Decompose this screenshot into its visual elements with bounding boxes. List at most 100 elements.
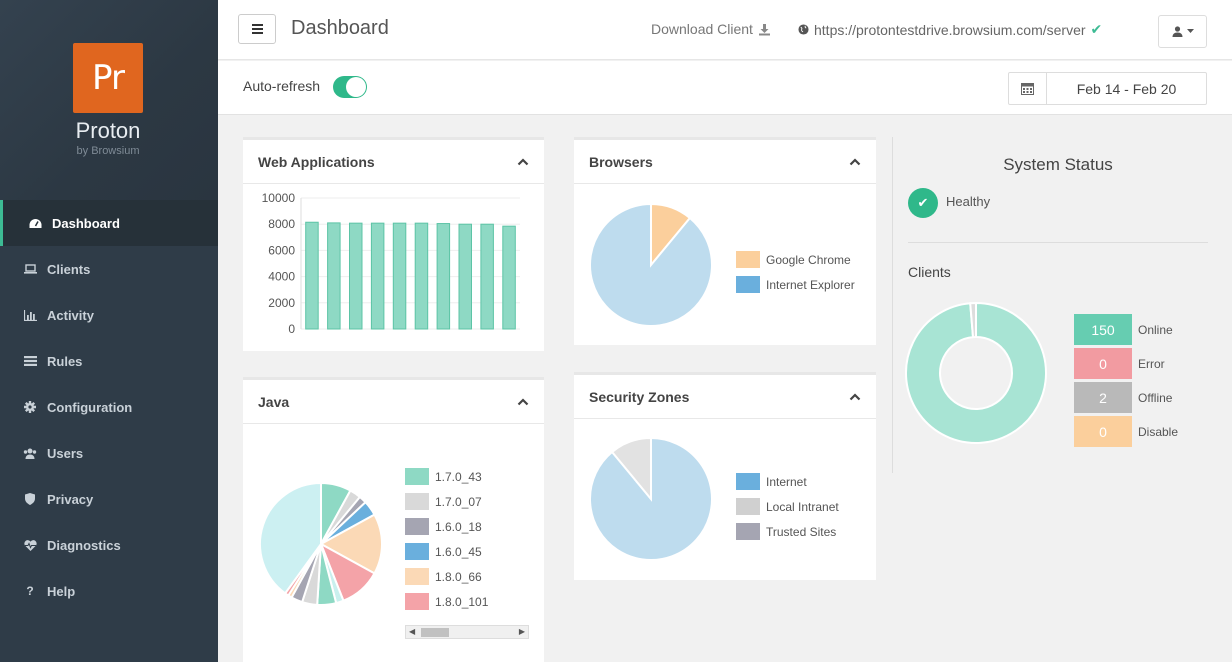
- browsers-pie-chart: [589, 202, 713, 327]
- sidebar-item-activity[interactable]: Activity: [0, 292, 218, 338]
- sidebar: Pr Proton by Browsium Dashboard Clients Ac…: [0, 0, 218, 662]
- legend-item[interactable]: 1.7.0_07: [405, 489, 488, 514]
- gear-icon: [22, 401, 38, 413]
- server-link[interactable]: https://protontestdrive.browsium.com/ser…: [798, 21, 1102, 38]
- legend-item[interactable]: Internet: [736, 469, 839, 494]
- sidebar-item-rules[interactable]: Rules: [0, 338, 218, 384]
- bar[interactable]: [370, 222, 385, 330]
- system-status-title: System Status: [1003, 155, 1113, 174]
- count-badge: 2: [1074, 382, 1132, 413]
- legend-swatch: [736, 251, 760, 268]
- y-tick-label: 2000: [268, 296, 295, 310]
- legend-item[interactable]: 1.8.0_66: [405, 564, 488, 589]
- y-tick-label: 8000: [268, 217, 295, 231]
- sidebar-item-help[interactable]: ? Help: [0, 568, 218, 614]
- legend-swatch: [736, 498, 760, 515]
- caret-down-icon: [1186, 29, 1194, 33]
- legend-item[interactable]: Local Intranet: [736, 494, 839, 519]
- bar[interactable]: [392, 222, 407, 330]
- legend-label: Internet Explorer: [766, 277, 855, 292]
- date-range-value: Feb 14 - Feb 20: [1076, 80, 1177, 97]
- scroll-right-arrow-icon[interactable]: ▶: [518, 627, 525, 636]
- bar[interactable]: [349, 222, 363, 330]
- client-count-error[interactable]: 0 Error: [1074, 348, 1165, 379]
- pie-slice[interactable]: [969, 301, 977, 339]
- panel-title: Security Zones: [589, 388, 690, 405]
- java-panel: Java 1.7.0_43 1.7.0_07 1.6.0_18 1.6.0_45 1.8…: [243, 377, 544, 662]
- legend-swatch: [405, 568, 429, 585]
- clients-title: Clients: [908, 264, 951, 280]
- client-count-offline[interactable]: 2 Offline: [1074, 382, 1172, 413]
- date-range-picker[interactable]: Feb 14 - Feb 20: [1008, 72, 1207, 105]
- y-tick-label: 0: [288, 322, 295, 336]
- java-legend-scrollbar[interactable]: ◀ ▶: [405, 625, 529, 639]
- client-count-online[interactable]: 150 Online: [1074, 314, 1173, 345]
- pie-slice[interactable]: [905, 301, 1047, 444]
- scroll-left-arrow-icon[interactable]: ◀: [409, 627, 416, 636]
- bar[interactable]: [458, 223, 472, 330]
- toolbar: Auto-refresh Feb 14 - Feb 20: [218, 61, 1232, 115]
- download-icon: [758, 23, 770, 35]
- list-icon: [22, 356, 38, 366]
- legend-item[interactable]: 1.6.0_18: [405, 514, 488, 539]
- calendar-icon[interactable]: [1009, 73, 1047, 104]
- sidebar-item-dashboard[interactable]: Dashboard: [0, 200, 218, 246]
- collapse-chevron-up-icon[interactable]: [849, 391, 861, 403]
- collapse-chevron-up-icon[interactable]: [849, 156, 861, 168]
- sidebar-item-users[interactable]: Users: [0, 430, 218, 476]
- pie-slice[interactable]: [259, 481, 322, 595]
- sidebar-item-configuration[interactable]: Configuration: [0, 384, 218, 430]
- sidebar-item-label: Dashboard: [52, 215, 120, 231]
- legend-swatch: [736, 276, 760, 293]
- scrollbar-thumb[interactable]: [421, 628, 449, 637]
- auto-refresh-toggle[interactable]: [333, 76, 367, 98]
- sidebar-nav: Dashboard Clients Activity Rules Configurati…: [0, 200, 218, 614]
- panel-title: Web Applications: [258, 153, 375, 170]
- sidebar-item-privacy[interactable]: Privacy: [0, 476, 218, 522]
- legend-swatch: [736, 473, 760, 490]
- sidebar-item-clients[interactable]: Clients: [0, 246, 218, 292]
- divider: [908, 242, 1208, 243]
- bar[interactable]: [502, 225, 516, 330]
- bar[interactable]: [436, 223, 451, 330]
- brand-name: Proton: [75, 118, 141, 143]
- user-menu-button[interactable]: [1158, 15, 1207, 48]
- count-label: Online: [1138, 322, 1173, 337]
- bar[interactable]: [414, 222, 429, 330]
- pie-slice[interactable]: [589, 202, 713, 327]
- download-client-link[interactable]: Download Client: [651, 21, 771, 37]
- app-logo[interactable]: Pr: [73, 43, 143, 113]
- client-count-disable[interactable]: 0 Disable: [1074, 416, 1178, 447]
- legend-swatch: [405, 593, 429, 610]
- web-applications-bar-chart: 0 2000 4000 6000 8000 10000: [262, 191, 520, 336]
- security-zones-panel: Security Zones Internet Local Intranet Tru…: [574, 372, 876, 580]
- legend-label: 1.7.0_07: [435, 494, 482, 509]
- pie-slice[interactable]: [318, 513, 383, 575]
- heartbeat-icon: [22, 539, 38, 551]
- legend-item[interactable]: Internet Explorer: [736, 272, 855, 297]
- legend-item[interactable]: Trusted Sites: [736, 519, 839, 544]
- server-url: https://protontestdrive.browsium.com/ser…: [814, 21, 1086, 38]
- security-zones-legend: Internet Local Intranet Trusted Sites: [736, 469, 839, 544]
- legend-item[interactable]: 1.8.0_101: [405, 589, 488, 614]
- legend-item[interactable]: Google Chrome: [736, 247, 855, 272]
- top-bar: Dashboard Download Client https://proton…: [218, 0, 1232, 60]
- brand-subtitle: by Browsium: [76, 145, 140, 157]
- bar[interactable]: [327, 222, 341, 330]
- collapse-chevron-up-icon[interactable]: [517, 156, 529, 168]
- y-tick-label: 6000: [268, 243, 295, 257]
- legend-item[interactable]: 1.7.0_43: [405, 464, 488, 489]
- sidebar-item-diagnostics[interactable]: Diagnostics: [0, 522, 218, 568]
- sidebar-item-label: Rules: [47, 353, 83, 369]
- collapse-chevron-up-icon[interactable]: [517, 396, 529, 408]
- count-label: Error: [1138, 356, 1165, 371]
- legend-label: Trusted Sites: [766, 524, 837, 539]
- bar[interactable]: [305, 221, 319, 330]
- count-badge: 150: [1074, 314, 1132, 345]
- menu-toggle-button[interactable]: [238, 14, 276, 44]
- legend-item[interactable]: 1.6.0_45: [405, 539, 488, 564]
- legend-label: Internet: [766, 474, 807, 489]
- clients-donut-chart: [905, 301, 1047, 444]
- bar[interactable]: [480, 223, 494, 330]
- pie-slice[interactable]: [610, 436, 652, 502]
